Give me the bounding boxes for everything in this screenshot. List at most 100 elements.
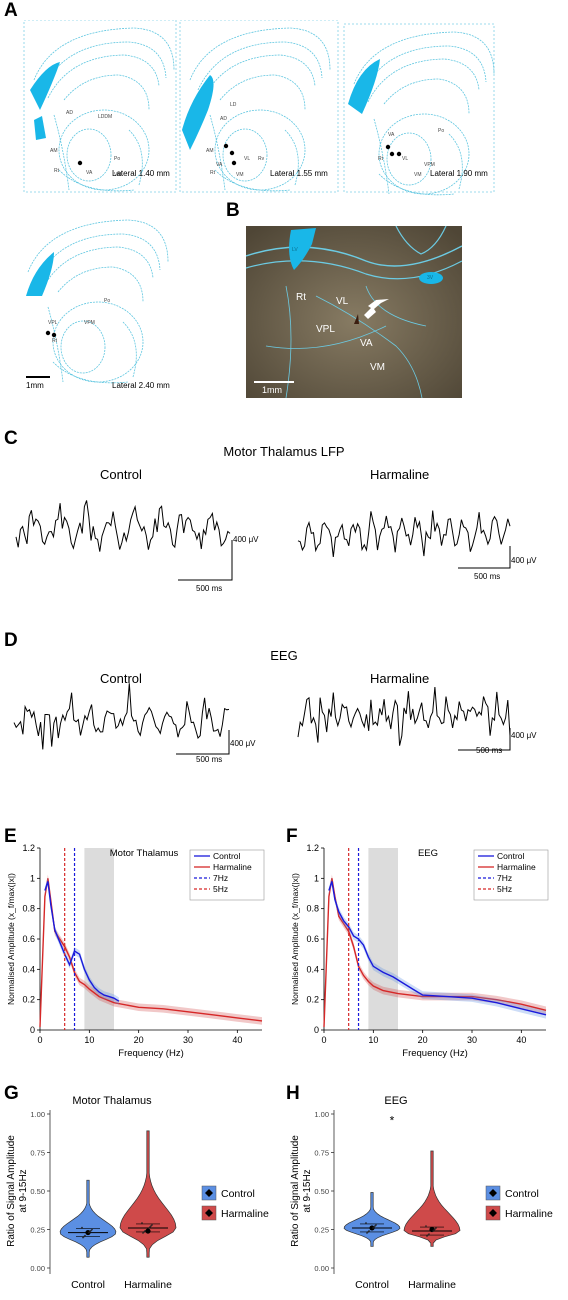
ventricle-label-3v: 3V [427, 275, 434, 281]
chart-title: EEG [384, 1095, 407, 1107]
y-tick-label: 0.25 [30, 1226, 45, 1235]
data-point [91, 1228, 93, 1231]
legend-marker [205, 1209, 213, 1217]
x-tick-label: 0 [321, 1035, 326, 1045]
violin-control [59, 1179, 117, 1258]
legend-marker [205, 1189, 213, 1197]
data-point [89, 1230, 91, 1233]
violin-harmaline [119, 1130, 177, 1258]
lfp-harmaline-scale-v: 400 μV [511, 556, 537, 565]
svg-text:Rt: Rt [54, 168, 60, 174]
legend-box [473, 849, 549, 901]
data-point [88, 1231, 90, 1234]
series-band-harmaline [324, 874, 546, 1030]
data-point [82, 1236, 84, 1239]
eeg-control-label: Control [100, 671, 142, 686]
panel-label-a: A [4, 0, 18, 21]
atlas-scalebar [26, 376, 50, 378]
y-tick-label: 1.2 [306, 843, 319, 853]
violin-chart-motor-thalamus: Motor Thalamus 0.00 0.25 0.50 0.75 1.00 Ratio … [6, 1095, 269, 1291]
y-tick-label: 0.25 [314, 1226, 329, 1235]
data-point [374, 1225, 376, 1227]
panel-label-h: H [286, 1083, 300, 1104]
x-tick-label: 20 [418, 1035, 428, 1045]
svg-text:Rt: Rt [210, 170, 216, 176]
y-tick-label: 1.00 [314, 1110, 329, 1119]
svg-text:VA: VA [216, 162, 223, 168]
svg-text:AM: AM [50, 148, 58, 154]
series-band-harmaline [40, 874, 262, 1030]
svg-text:Po: Po [438, 128, 444, 134]
legend-label: 7Hz [497, 873, 512, 883]
svg-text:VM: VM [114, 172, 122, 178]
data-point [142, 1232, 144, 1234]
x-axis-label: Frequency (Hz) [118, 1048, 183, 1059]
y-axis-label: Normalised Amplitude (x_f/max(|x|) [6, 873, 16, 1005]
legend-label: 7Hz [213, 873, 228, 883]
violin-harmaline [403, 1150, 461, 1247]
atlas-label-3: Lateral 1.90 mm [430, 169, 488, 178]
lfp-title: Motor Thalamus LFP [223, 444, 345, 459]
data-point [150, 1225, 152, 1227]
svg-text:LDDM: LDDM [98, 114, 112, 120]
lfp-control-trace [15, 500, 231, 552]
svg-text:Po: Po [104, 298, 110, 304]
x-axis-label: Frequency (Hz) [402, 1048, 467, 1059]
histo-label-rt: Rt [296, 292, 306, 303]
x-tick-label: Harmaline [408, 1279, 456, 1291]
eeg-control-trace [13, 683, 230, 750]
y-tick-label: 0 [30, 1025, 35, 1035]
lfp-control-label: Control [100, 467, 142, 482]
legend-label: Control [213, 851, 241, 861]
histo-scalebar-label: 1mm [262, 385, 282, 395]
y-axis-label: Ratio of Signal Amplitudeat 9-15Hz [290, 1135, 313, 1247]
x-tick-label: 40 [232, 1035, 242, 1045]
data-point [151, 1224, 153, 1226]
svg-text:AD: AD [66, 110, 73, 116]
violin-control [343, 1192, 401, 1247]
panel-label-f: F [286, 826, 298, 847]
histology-image [246, 226, 462, 398]
svg-text:Rt: Rt [378, 156, 384, 162]
y-tick-label: 1.2 [22, 843, 35, 853]
x-tick-label: 0 [37, 1035, 42, 1045]
data-point [434, 1228, 436, 1230]
lfp-harmaline-trace [297, 510, 511, 557]
data-point [144, 1230, 146, 1232]
x-tick-label: Harmaline [124, 1279, 172, 1291]
panel-label-e: E [4, 826, 17, 847]
y-tick-label: 0.8 [306, 904, 319, 914]
panel-label-c: C [4, 428, 18, 449]
frequency-band-shading [368, 848, 398, 1030]
atlas-scalebar-label: 1mm [26, 381, 44, 390]
chart-title: Motor Thalamus [110, 848, 179, 859]
legend-marker [489, 1189, 497, 1197]
panel-label-d: D [4, 630, 18, 651]
eeg-title: EEG [270, 648, 298, 663]
x-tick-label: Control [355, 1279, 389, 1291]
eeg-control-scale-t: 500 ms [196, 755, 223, 764]
data-point [81, 1226, 83, 1229]
spectrum-chart-eeg: 0 0.2 0.4 0.6 0.8 1 1.2 0 10 20 30 40 Frequency (Hz)… [290, 843, 549, 1059]
svg-text:LD: LD [230, 102, 237, 108]
histo-label-vm: VM [370, 362, 385, 373]
eeg-harmaline-scalebar [458, 728, 511, 751]
data-point [426, 1235, 428, 1237]
histo-label-va: VA [360, 338, 373, 349]
atlas-label-1: Lateral 1.40 mm [112, 169, 170, 178]
svg-text:VL: VL [402, 156, 408, 162]
eeg-control-scalebar [176, 730, 230, 755]
y-tick-label: 0.8 [22, 904, 35, 914]
y-tick-label: 0 [314, 1025, 319, 1035]
mean-dot [85, 1229, 91, 1236]
y-tick-label: 0.00 [30, 1264, 45, 1273]
x-tick-label: 20 [134, 1035, 144, 1045]
histo-label-vpl: VPL [316, 324, 335, 335]
data-point [432, 1230, 434, 1232]
y-tick-label: 0.00 [314, 1264, 329, 1273]
data-point [373, 1226, 375, 1228]
x-tick-label: 10 [368, 1035, 378, 1045]
atlas-section-4 [26, 219, 169, 384]
frequency-band-shading [84, 848, 114, 1030]
data-point [83, 1235, 85, 1238]
